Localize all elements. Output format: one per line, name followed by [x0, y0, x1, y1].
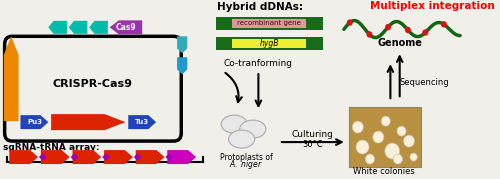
Text: Genome: Genome	[377, 38, 422, 48]
Text: White colonies: White colonies	[353, 166, 415, 176]
Circle shape	[441, 21, 447, 28]
Polygon shape	[89, 21, 108, 34]
Polygon shape	[104, 150, 133, 164]
Text: 30°C: 30°C	[302, 140, 322, 149]
Ellipse shape	[221, 115, 247, 133]
Bar	[216, 17, 322, 30]
Bar	[348, 107, 421, 167]
Circle shape	[404, 135, 414, 147]
Circle shape	[410, 153, 418, 161]
Circle shape	[356, 140, 369, 154]
Polygon shape	[4, 36, 18, 121]
Circle shape	[385, 24, 391, 30]
Text: Sequencing: Sequencing	[400, 78, 450, 87]
Circle shape	[385, 143, 400, 159]
Text: Pu3: Pu3	[27, 119, 42, 125]
Circle shape	[381, 116, 390, 126]
Circle shape	[346, 19, 352, 26]
Text: Culturing: Culturing	[292, 130, 333, 139]
Text: recombinant gene: recombinant gene	[237, 20, 301, 26]
Polygon shape	[41, 150, 70, 164]
Circle shape	[366, 31, 372, 38]
Bar	[232, 19, 306, 28]
Circle shape	[393, 154, 402, 164]
Bar	[232, 39, 306, 48]
Text: Co-tranforming: Co-tranforming	[224, 59, 293, 68]
Polygon shape	[177, 57, 188, 74]
Text: $\it{A.}$ $\it{niger}$: $\it{A.}$ $\it{niger}$	[230, 158, 264, 171]
Polygon shape	[168, 150, 196, 164]
Polygon shape	[166, 153, 173, 161]
Polygon shape	[39, 153, 46, 161]
Circle shape	[372, 131, 384, 143]
Polygon shape	[51, 114, 126, 130]
Circle shape	[366, 154, 374, 164]
Circle shape	[397, 126, 406, 136]
Polygon shape	[177, 36, 188, 53]
Polygon shape	[10, 150, 38, 164]
Text: Protoplasts of: Protoplasts of	[220, 153, 272, 161]
Ellipse shape	[228, 130, 254, 148]
Text: Tu3: Tu3	[135, 119, 150, 125]
Text: Cas9: Cas9	[115, 23, 136, 32]
Polygon shape	[48, 21, 67, 34]
Circle shape	[352, 121, 364, 133]
Polygon shape	[102, 153, 110, 161]
Ellipse shape	[240, 120, 266, 138]
Polygon shape	[70, 153, 78, 161]
Text: hygB: hygB	[260, 39, 279, 48]
Polygon shape	[110, 20, 142, 34]
Polygon shape	[128, 115, 156, 129]
Text: Multiplex integration: Multiplex integration	[370, 1, 494, 11]
Text: CRISPR-Cas9: CRISPR-Cas9	[53, 79, 133, 89]
Polygon shape	[72, 150, 102, 164]
Polygon shape	[136, 150, 164, 164]
Bar	[216, 37, 322, 50]
Polygon shape	[69, 21, 87, 34]
Text: sgRNA-tRNA array:: sgRNA-tRNA array:	[3, 142, 100, 152]
Polygon shape	[134, 153, 141, 161]
Circle shape	[422, 29, 428, 36]
Text: Hybrid dDNAs:: Hybrid dDNAs:	[216, 2, 302, 12]
Polygon shape	[20, 115, 48, 129]
Circle shape	[405, 27, 411, 33]
